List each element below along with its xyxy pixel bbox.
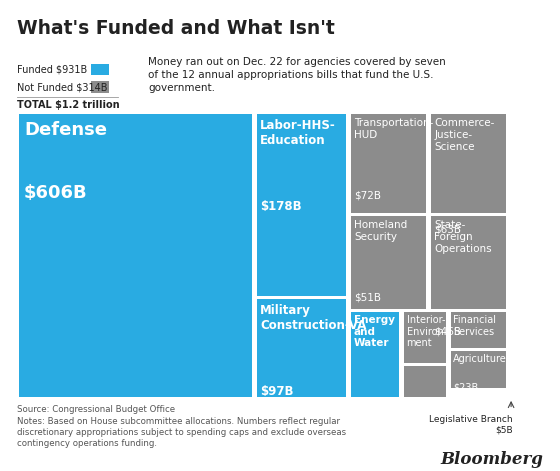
Bar (351, 216, 426, 309)
Bar (451, 350, 506, 388)
Text: Agriculture: Agriculture (453, 354, 507, 364)
Text: Defense: Defense (24, 121, 107, 139)
Text: Not Funded $314B: Not Funded $314B (17, 82, 108, 92)
Bar (451, 311, 506, 348)
Text: $72B: $72B (354, 190, 381, 200)
Bar (257, 299, 346, 397)
Text: $46B: $46B (435, 326, 461, 336)
Bar (351, 311, 399, 397)
Text: Bloomberg: Bloomberg (440, 451, 543, 468)
Text: $35B: $35B (407, 414, 432, 424)
Bar (404, 311, 446, 363)
Text: Interior-
Environ-
ment: Interior- Environ- ment (407, 315, 447, 348)
Text: $606B: $606B (24, 184, 87, 202)
Text: What's Funded and What Isn't: What's Funded and What Isn't (17, 19, 334, 38)
Bar (91, 81, 109, 93)
Text: Source: Congressional Budget Office
Notes: Based on House subcommittee allocatio: Source: Congressional Budget Office Note… (17, 405, 346, 448)
Text: $178B: $178B (260, 200, 302, 213)
Text: $23B: $23B (453, 382, 478, 392)
Text: Transportation-
HUD: Transportation- HUD (354, 118, 434, 140)
Text: Energy
and
Water: Energy and Water (354, 315, 395, 349)
Text: Financial
Services: Financial Services (453, 315, 496, 337)
Text: $44B: $44B (354, 421, 384, 431)
Text: Homeland
Security: Homeland Security (354, 220, 408, 242)
Text: Funded $931B: Funded $931B (17, 65, 87, 74)
Text: Labor-HHS-
Education: Labor-HHS- Education (260, 119, 336, 147)
Bar (91, 64, 109, 75)
Text: $23B: $23B (453, 390, 478, 399)
Bar (18, 114, 252, 397)
Text: Military
Construction-VA: Military Construction-VA (260, 304, 367, 332)
Text: TOTAL $1.2 trillion: TOTAL $1.2 trillion (17, 100, 119, 110)
Text: $51B: $51B (354, 292, 381, 302)
Bar (404, 365, 446, 397)
Bar (431, 114, 506, 213)
Text: Legislative Branch
$5B: Legislative Branch $5B (429, 415, 512, 434)
Text: Money ran out on Dec. 22 for agencies covered by seven
of the 12 annual appropri: Money ran out on Dec. 22 for agencies co… (148, 57, 446, 93)
Text: State-
Foreign
Operations: State- Foreign Operations (435, 220, 492, 253)
Bar (257, 114, 346, 296)
Text: Commerce-
Justice-
Science: Commerce- Justice- Science (435, 118, 495, 152)
Text: $97B: $97B (260, 385, 294, 398)
Text: $63B: $63B (435, 224, 461, 234)
Bar (351, 114, 426, 213)
Bar (431, 216, 506, 309)
